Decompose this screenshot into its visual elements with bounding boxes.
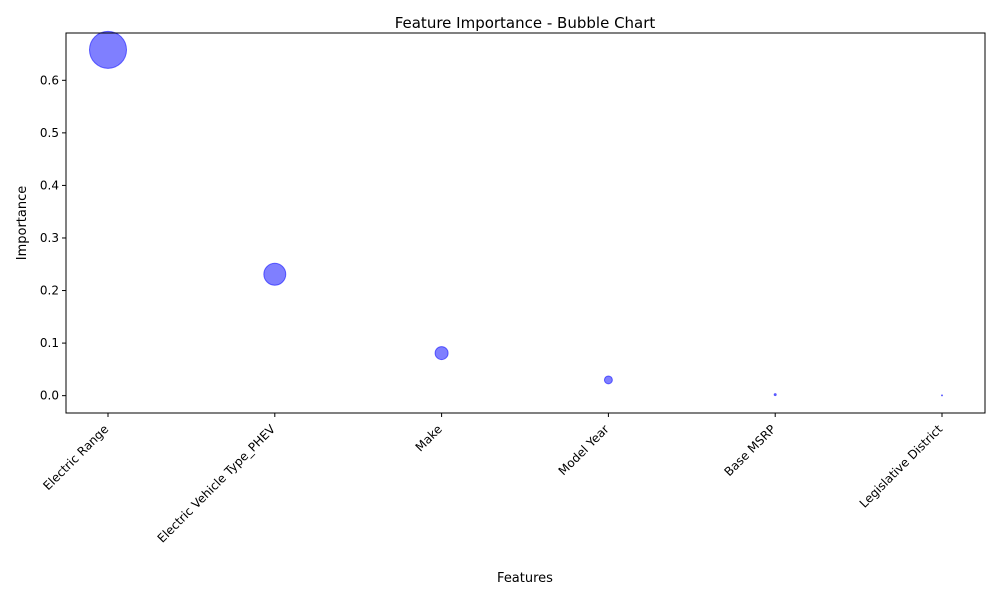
y-tick-label: 0.1 bbox=[40, 336, 59, 350]
y-axis-label: Importance bbox=[15, 186, 30, 261]
bubble-point bbox=[603, 375, 613, 385]
y-tick-label: 0.5 bbox=[40, 126, 59, 140]
bubble-point bbox=[940, 394, 944, 397]
y-tick-label: 0.6 bbox=[40, 73, 59, 87]
bubble-point bbox=[263, 262, 287, 286]
y-tick-label: 0.4 bbox=[40, 178, 59, 192]
y-tick-label: 0.2 bbox=[40, 284, 59, 298]
y-tick-label: 0.0 bbox=[40, 389, 59, 403]
y-tick-label: 0.3 bbox=[40, 231, 59, 245]
bubble-point bbox=[434, 346, 449, 361]
plot-frame bbox=[65, 32, 986, 414]
x-axis-label: Features bbox=[497, 571, 553, 586]
bubble-point bbox=[773, 393, 777, 397]
chart-title: Feature Importance - Bubble Chart bbox=[395, 14, 656, 32]
bubble-point bbox=[89, 30, 127, 69]
